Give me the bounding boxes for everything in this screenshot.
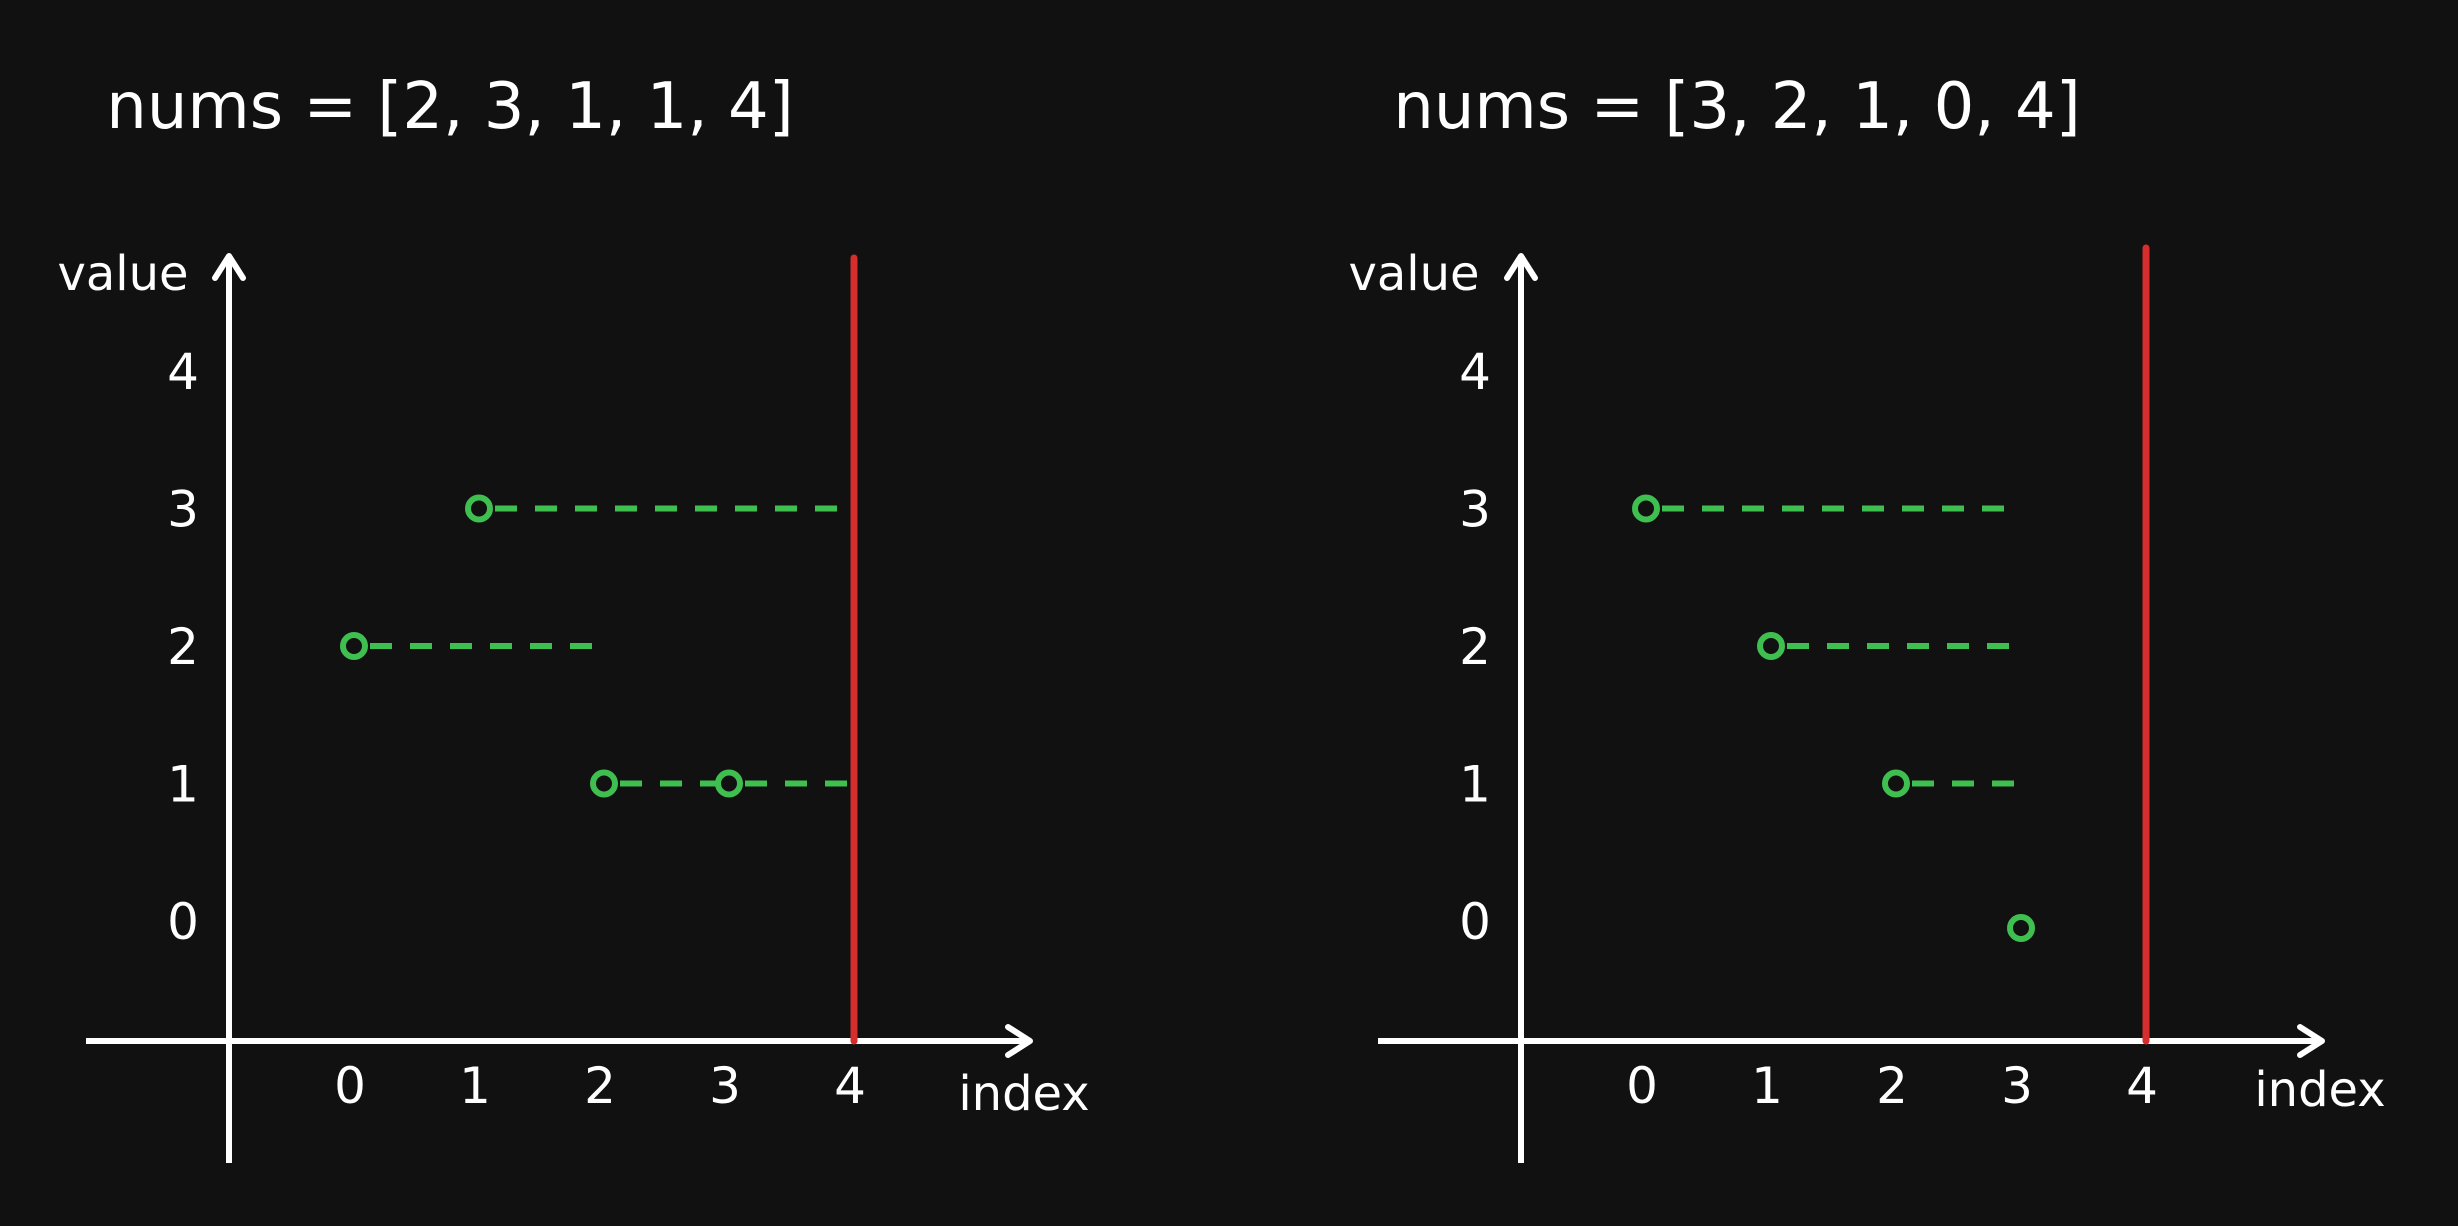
- y-tick-label: 2: [1459, 618, 1491, 676]
- x-tick-label: 3: [2001, 1057, 2033, 1115]
- x-tick-label: 1: [459, 1057, 491, 1115]
- x-tick-label: 3: [709, 1057, 741, 1115]
- x-tick-label: 2: [1876, 1057, 1908, 1115]
- panel-left: nums = [2, 3, 1, 1, 4] value index 0 1 2 3 4 0 1…: [57, 70, 1090, 1163]
- y-tick-label: 4: [167, 343, 199, 401]
- x-axis-arrow: [1005, 1024, 1033, 1058]
- y-axis-label: value: [1348, 246, 1479, 302]
- x-tick-label: 4: [2126, 1057, 2158, 1115]
- x-tick-label: 1: [1751, 1057, 1783, 1115]
- data-point: [715, 769, 743, 798]
- axes: [1378, 253, 2325, 1163]
- panel-title: nums = [2, 3, 1, 1, 4]: [106, 70, 793, 144]
- tick-labels: value index 0 1 2 3 4 0 1 2 3 4: [57, 246, 1089, 1122]
- x-axis-label: index: [2254, 1062, 2385, 1118]
- x-tick-label: 4: [834, 1057, 866, 1115]
- y-tick-label: 2: [167, 618, 199, 676]
- y-tick-label: 4: [1459, 343, 1491, 401]
- panel-title: nums = [3, 2, 1, 0, 4]: [1393, 70, 2080, 144]
- x-axis-label: index: [958, 1066, 1089, 1122]
- data-point: [1632, 494, 1660, 523]
- x-axis-arrow: [2297, 1024, 2325, 1058]
- y-tick-label: 1: [1459, 756, 1491, 814]
- data-point: [465, 494, 493, 523]
- y-tick-label: 0: [1459, 893, 1491, 951]
- y-tick-label: 1: [167, 756, 199, 814]
- chart-marks: [340, 254, 858, 1045]
- panel-right: nums = [3, 2, 1, 0, 4] value index 0 1 2 3 4 0 1…: [1348, 70, 2386, 1163]
- data-point: [590, 769, 618, 798]
- y-axis-label: value: [57, 246, 188, 302]
- y-tick-label: 3: [1459, 481, 1491, 539]
- tick-labels: value index 0 1 2 3 4 0 1 2 3 4: [1348, 246, 2385, 1118]
- x-tick-label: 0: [334, 1057, 366, 1115]
- x-tick-label: 0: [1626, 1057, 1658, 1115]
- chart-marks: [1632, 244, 2150, 1045]
- y-axis-arrow: [1504, 253, 1538, 281]
- data-point: [2007, 914, 2035, 942]
- y-axis-arrow: [212, 253, 246, 281]
- y-tick-label: 3: [167, 481, 199, 539]
- axes: [86, 253, 1033, 1163]
- data-point: [1757, 632, 1785, 660]
- data-point: [340, 632, 368, 660]
- x-tick-label: 2: [584, 1057, 616, 1115]
- data-point: [1882, 769, 1910, 798]
- y-tick-label: 0: [167, 893, 199, 951]
